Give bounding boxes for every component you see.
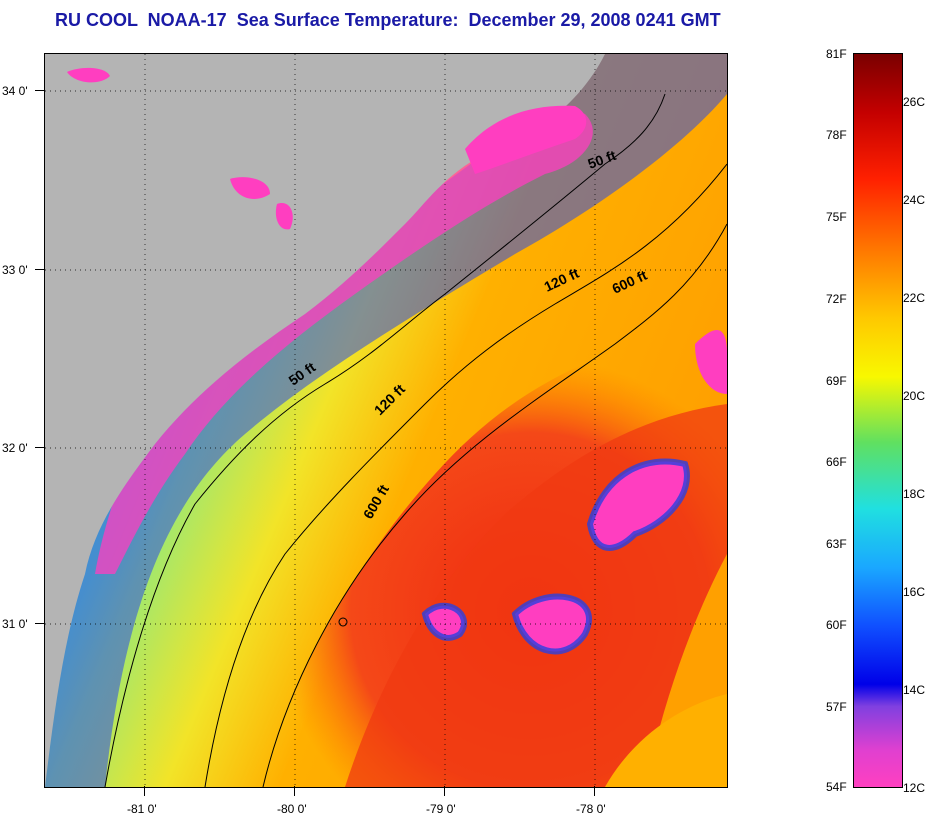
sst-map-svg: 50 ft 120 ft 600 ft 50 ft 120 ft 600 ft	[45, 54, 727, 787]
lon-label-79: -79 0'	[426, 802, 456, 816]
tick-bottom-79	[444, 786, 445, 796]
lat-label-33: 33 0'	[2, 263, 28, 277]
land-mass	[45, 54, 605, 787]
lat-label-34: 34 0'	[2, 84, 28, 98]
tick-left-32	[35, 447, 45, 448]
tick-bottom-78	[594, 786, 595, 796]
cb-c-26: 26C	[903, 95, 926, 109]
cb-f-66: 66F	[826, 455, 847, 469]
sst-map[interactable]: 50 ft 120 ft 600 ft 50 ft 120 ft 600 ft	[44, 53, 728, 788]
small-eddy-marker	[338, 617, 348, 627]
lon-label-81: -81 0'	[127, 802, 157, 816]
cb-c-20: 20C	[903, 389, 926, 403]
lat-label-32: 32 0'	[2, 441, 28, 455]
nearshore-magenta	[95, 110, 593, 574]
temperature-colorbar	[853, 53, 903, 788]
contour-120ft	[204, 163, 727, 787]
cb-c-14: 14C	[903, 683, 926, 697]
outer-warm-band-2	[605, 694, 727, 787]
tick-bottom-80	[294, 786, 295, 796]
tick-left-31	[35, 623, 45, 624]
cb-c-16: 16C	[903, 585, 926, 599]
lon-label-80: -80 0'	[277, 802, 307, 816]
tick-left-33	[35, 269, 45, 270]
cb-f-69: 69F	[826, 374, 847, 388]
tick-left-34	[35, 90, 45, 91]
cb-f-60: 60F	[826, 618, 847, 632]
bathymetry-contours	[104, 93, 727, 787]
cb-f-54: 54F	[826, 780, 847, 794]
cb-c-12: 12C	[903, 781, 926, 795]
lat-label-31: 31 0'	[2, 617, 28, 631]
page-title: RU COOL NOAA-17 Sea Surface Temperature:…	[55, 10, 721, 30]
inland-lake-1	[230, 177, 270, 199]
cb-f-63: 63F	[826, 537, 847, 551]
inland-lake-3	[67, 67, 110, 83]
cb-c-24: 24C	[903, 193, 926, 207]
cb-f-81: 81F	[826, 47, 847, 61]
cb-f-78: 78F	[826, 128, 847, 142]
contour-50ft	[104, 93, 666, 787]
lon-label-78: -78 0'	[576, 802, 606, 816]
contour-600ft	[262, 223, 727, 787]
colorbar-fill	[854, 54, 902, 787]
cb-f-57: 57F	[826, 700, 847, 714]
inland-lake-2	[275, 203, 293, 230]
tick-bottom-81	[144, 786, 145, 796]
colorbar-svg	[854, 54, 902, 787]
cb-f-75: 75F	[826, 210, 847, 224]
graticule	[45, 54, 727, 787]
cb-c-18: 18C	[903, 487, 926, 501]
cape-fear-cold	[465, 105, 587, 174]
cb-f-72: 72F	[826, 292, 847, 306]
cb-c-22: 22C	[903, 291, 926, 305]
cold-patch-edges	[421, 458, 690, 655]
